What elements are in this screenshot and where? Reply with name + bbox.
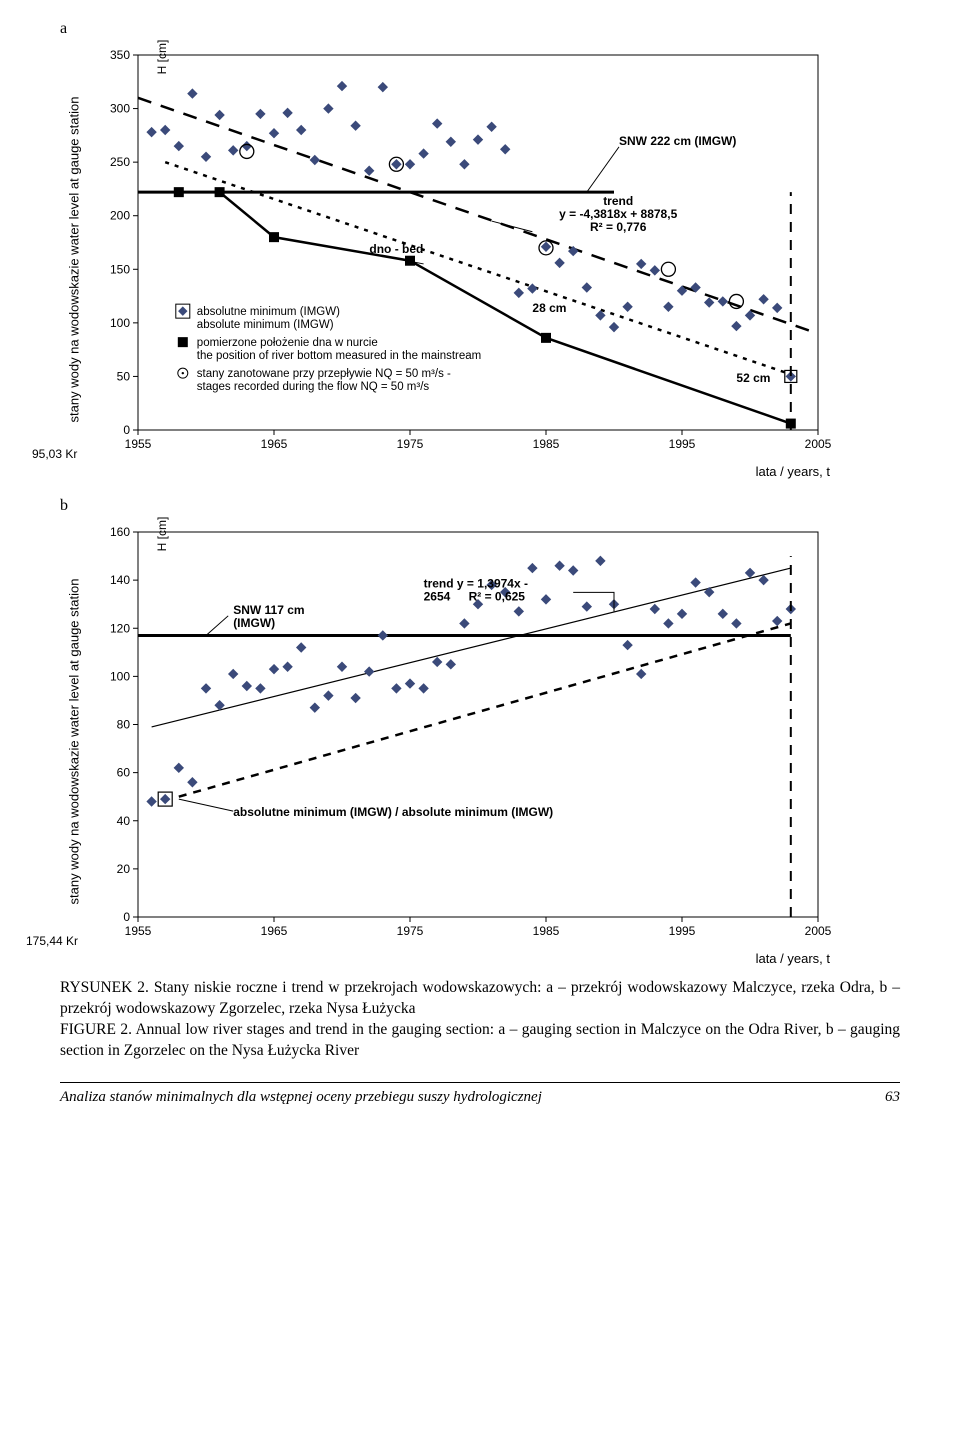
chart-a-svg: 0 50 100 150 200 250 300 350 H [cm] 1955 1965 1975 1… (88, 40, 848, 460)
chart-b-ylabel: stany wody na wodowskazie water level at… (67, 579, 82, 905)
svg-text:0: 0 (123, 423, 130, 437)
svg-text:H [cm]: H [cm] (155, 517, 169, 551)
svg-text:300: 300 (110, 102, 130, 116)
chart-a-col: 95,03 Kr 050100150200250300350H [cm]1955… (88, 40, 900, 479)
svg-text:100: 100 (110, 316, 130, 330)
chart-b-svg: 0 20 40 60 80 100 120 140 160 H [cm] 1955 1965 1975 1… (88, 517, 848, 947)
page: a stany wody na wodowskazie water level … (0, 0, 960, 1126)
svg-text:350: 350 (110, 48, 130, 62)
figure-caption: RYSUNEK 2. Stany niskie roczne i trend w… (60, 978, 900, 1062)
svg-text:SNW 117 cm: SNW 117 cm (233, 603, 304, 617)
svg-text:120: 120 (110, 621, 130, 635)
svg-text:80: 80 (117, 718, 131, 732)
svg-text:stany zanotowane przy przepływ: stany zanotowane przy przepływie NQ = 50… (197, 368, 451, 380)
svg-text:1975: 1975 (397, 924, 424, 938)
svg-text:trend: trend (603, 194, 633, 208)
svg-text:(IMGW): (IMGW) (233, 616, 275, 630)
caption-en: FIGURE 2. Annual low river stages and tr… (60, 1021, 900, 1059)
svg-text:1985: 1985 (533, 437, 560, 451)
svg-text:the position of river bottom m: the position of river bottom measured in… (197, 350, 481, 362)
svg-text:stages recorded during the flo: stages recorded during the flow NQ = 50 … (197, 381, 430, 393)
chart-a-kr: 95,03 Kr (32, 447, 77, 461)
svg-text:absolute minimum (IMGW): absolute minimum (IMGW) (197, 319, 334, 331)
svg-text:2654: 2654 (424, 589, 451, 603)
svg-text:50: 50 (117, 369, 131, 383)
svg-text:1985: 1985 (533, 924, 560, 938)
svg-text:2005: 2005 (805, 437, 832, 451)
svg-text:0: 0 (123, 910, 130, 924)
svg-text:200: 200 (110, 209, 130, 223)
panel-b-label: b (60, 497, 900, 515)
svg-text:1995: 1995 (669, 437, 696, 451)
svg-text:250: 250 (110, 155, 130, 169)
chart-a-wrap: stany wody na wodowskazie water level at… (60, 40, 900, 479)
svg-text:absolutne minimum (IMGW): absolutne minimum (IMGW) (197, 306, 340, 318)
chart-a-xlabel: lata / years, t (88, 464, 900, 479)
svg-text:1995: 1995 (669, 924, 696, 938)
svg-text:R² = 0,625: R² = 0,625 (469, 589, 526, 603)
svg-text:R² = 0,776: R² = 0,776 (590, 220, 647, 234)
panel-a-label: a (60, 20, 900, 38)
svg-text:1965: 1965 (261, 437, 288, 451)
chart-b-col: 175,44 Kr 020406080100120140160H [cm]195… (88, 517, 900, 966)
svg-text:SNW 222 cm (IMGW): SNW 222 cm (IMGW) (619, 134, 736, 148)
svg-text:20: 20 (117, 862, 131, 876)
chart-b-xlabel: lata / years, t (88, 951, 900, 966)
chart-a-ylabel: stany wody na wodowskazie water level at… (67, 97, 82, 423)
svg-text:52 cm: 52 cm (736, 371, 770, 385)
chart-b-wrap: stany wody na wodowskazie water level at… (60, 517, 900, 966)
svg-text:1955: 1955 (125, 437, 152, 451)
footer-page: 63 (885, 1089, 900, 1106)
svg-text:150: 150 (110, 262, 130, 276)
svg-text:40: 40 (117, 814, 131, 828)
chart-b-ylabel-col: stany wody na wodowskazie water level at… (60, 517, 88, 966)
caption-pl: RYSUNEK 2. Stany niskie roczne i trend w… (60, 979, 900, 1017)
svg-text:dno - bed: dno - bed (369, 242, 423, 256)
svg-text:2005: 2005 (805, 924, 832, 938)
chart-a-ylabel-col: stany wody na wodowskazie water level at… (60, 40, 88, 479)
svg-text:y = -4,3818x + 8878,5: y = -4,3818x + 8878,5 (559, 207, 677, 221)
svg-text:H [cm]: H [cm] (155, 40, 169, 74)
svg-text:pomierzone położenie dna w nur: pomierzone położenie dna w nurcie (197, 337, 378, 349)
svg-text:1965: 1965 (261, 924, 288, 938)
svg-text:trend y = 1,3974x -: trend y = 1,3974x - (424, 576, 528, 590)
svg-text:28 cm: 28 cm (532, 301, 566, 315)
svg-text:140: 140 (110, 573, 130, 587)
page-footer: Analiza stanów minimalnych dla wstępnej … (60, 1082, 900, 1106)
svg-text:160: 160 (110, 525, 130, 539)
footer-text: Analiza stanów minimalnych dla wstępnej … (60, 1089, 542, 1106)
svg-text:100: 100 (110, 669, 130, 683)
svg-text:1975: 1975 (397, 437, 424, 451)
svg-text:60: 60 (117, 766, 131, 780)
svg-text:1955: 1955 (125, 924, 152, 938)
svg-text:absolutne minimum (IMGW) / abs: absolutne minimum (IMGW) / absolute mini… (233, 805, 553, 819)
chart-b-kr: 175,44 Kr (26, 934, 78, 948)
